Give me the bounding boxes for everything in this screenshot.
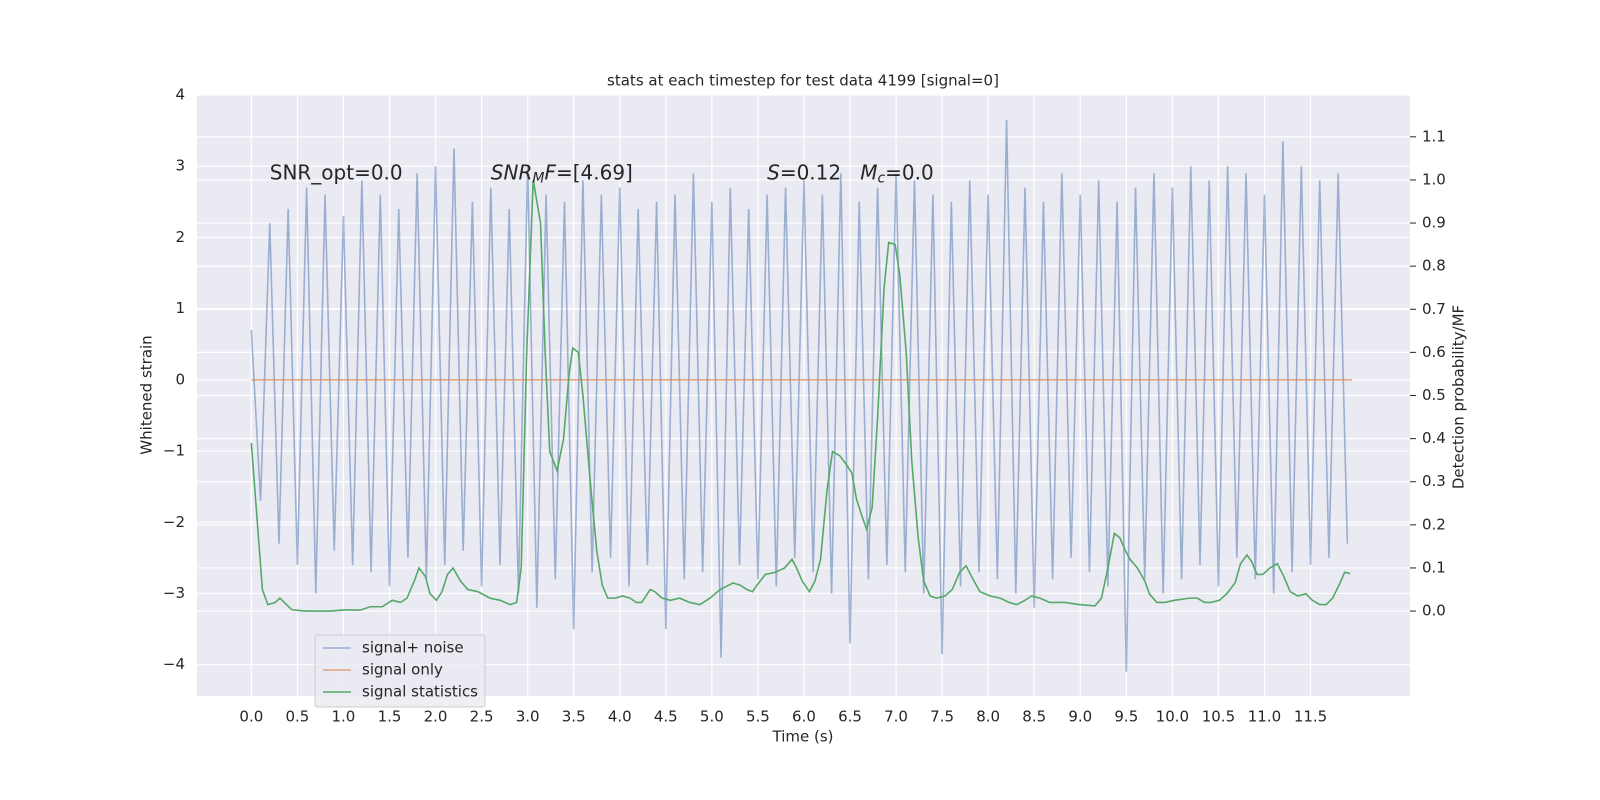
x-tick-label: 1.0 (332, 708, 356, 726)
marks: SNR_opt=0.0 SNRMF=[4.69] S=0.12 Mc=0.0 (250, 119, 1352, 672)
annotation-part: SNR (491, 160, 533, 184)
y2-tick-label: 0.6 (1422, 343, 1446, 361)
y-tick-label: −3 (163, 584, 185, 602)
legend-label: signal+ noise (362, 639, 464, 657)
annotation: SNRMF=[4.69] (491, 160, 633, 187)
x-tick-label: 11.0 (1248, 708, 1281, 726)
y-tick-label: 2 (175, 228, 185, 246)
series-line (250, 179, 1351, 612)
y2-tick-label: 0.7 (1422, 300, 1446, 318)
annotation: SNR_opt=0.0 (270, 160, 403, 184)
y-tick-label: 1 (175, 299, 185, 317)
x-tick-label: 5.5 (746, 708, 770, 726)
x-tick-label: 6.5 (838, 708, 862, 726)
annotation-part: F (544, 160, 556, 184)
y2-axis-label: Detection probability/MF (1450, 305, 1468, 489)
legend-label: signal only (362, 661, 443, 679)
x-tick-label: 4.0 (608, 708, 632, 726)
x-tick-label: 9.0 (1068, 708, 1092, 726)
y-axis-label: Whitened strain (138, 335, 156, 454)
x-tick-label: 0.0 (239, 708, 263, 726)
y2-tick-label: 0.1 (1422, 558, 1446, 576)
y-tick-label: 0 (175, 370, 185, 388)
y2-tick-label: 0.3 (1422, 472, 1446, 490)
x-tick-label: 5.0 (700, 708, 724, 726)
x-tick-label: 11.5 (1294, 708, 1327, 726)
annotation-part: =0.12 (780, 160, 860, 184)
legend-box (314, 634, 486, 708)
y2-tick-label: 0.8 (1422, 257, 1446, 275)
x-tick-label: 8.5 (1022, 708, 1046, 726)
y2-tick-label: 0.0 (1422, 602, 1446, 620)
x-tick-label: 4.5 (654, 708, 678, 726)
y2-tick-label: 0.9 (1422, 214, 1446, 232)
x-tick-label: 1.5 (378, 708, 402, 726)
legend-label: signal statistics (362, 683, 478, 701)
x-tick-label: 0.5 (285, 708, 309, 726)
x-tick-label: 6.0 (792, 708, 816, 726)
annotation-part: =[4.69] (556, 160, 633, 184)
x-tick-label: 10.5 (1202, 708, 1235, 726)
annotation-part: M (860, 160, 877, 184)
y2-tick-label: 1.1 (1422, 127, 1446, 145)
annotation-part: c (877, 170, 885, 186)
y-tick-label: 4 (175, 86, 185, 104)
y2-tick-label: 0.4 (1422, 429, 1446, 447)
annotation-part: =0.0 (885, 160, 934, 184)
y2-tick-label: 0.5 (1422, 386, 1446, 404)
y-tick-label: 3 (175, 157, 185, 175)
annotation-part: M (532, 170, 544, 186)
x-tick-label: 9.5 (1114, 708, 1138, 726)
chart-title: stats at each timestep for test data 419… (607, 72, 999, 90)
x-tick-label: 3.0 (516, 708, 540, 726)
y-tick-label: −1 (163, 442, 185, 460)
x-tick-label: 7.0 (884, 708, 908, 726)
x-tick-label: 10.0 (1156, 708, 1189, 726)
annotation-part: SNR_opt=0.0 (270, 160, 403, 184)
y2-tick-label: 0.2 (1422, 515, 1446, 533)
x-tick-label: 3.5 (562, 708, 586, 726)
x-axis-label: Time (s) (772, 728, 834, 746)
x-tick-label: 2.5 (470, 708, 494, 726)
x-tick-label: 8.0 (976, 708, 1000, 726)
x-tick-label: 7.5 (930, 708, 954, 726)
y-tick-label: −2 (163, 513, 185, 531)
y2-tick-label: 1.0 (1422, 170, 1446, 188)
series-line (250, 119, 1349, 672)
axes: 0.0 0.5 1.0 1.5 2.0 2.5 3.0 3.5 4.0 4.5 5.0 5.5 6.0 6… (163, 86, 1446, 726)
x-tick-label: 2.0 (424, 708, 448, 726)
legend: signal+ noise signal only signal statistic… (314, 634, 486, 708)
y-tick-label: −4 (163, 655, 185, 673)
annotation-part: S (767, 160, 780, 184)
annotation: S=0.12 Mc=0.0 (767, 160, 934, 187)
